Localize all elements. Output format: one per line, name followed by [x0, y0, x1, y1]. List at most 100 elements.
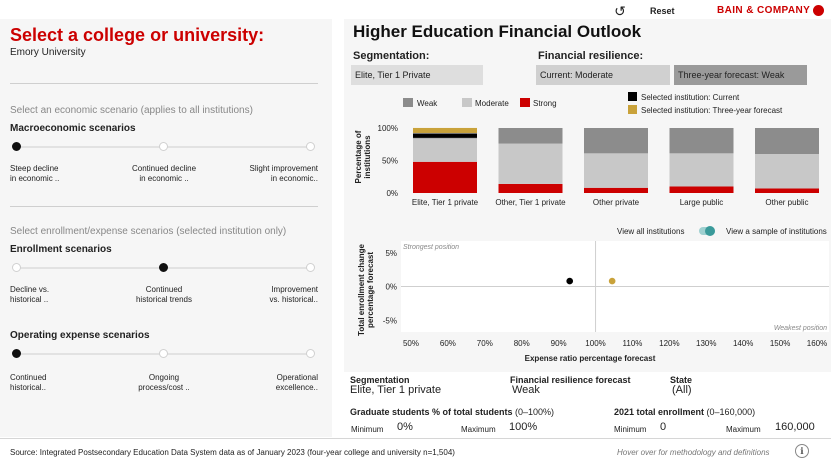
- scatter-y-tick-0: 0%: [385, 283, 397, 292]
- segmentation-label: Segmentation:: [353, 50, 430, 62]
- enrollment-slider-stop-1[interactable]: [12, 263, 21, 272]
- legend-swatch-moderate: [462, 98, 472, 107]
- current-resilience-box: Current: Moderate: [536, 65, 670, 85]
- brand-name: BAIN & COMPANY: [717, 5, 811, 16]
- toggle-knob[interactable]: [705, 226, 715, 236]
- legend-label-selected-current: Selected institution: Current: [641, 93, 740, 102]
- bar-other-private-moderate[interactable]: [584, 153, 648, 188]
- refresh-icon: ↺: [614, 2, 626, 19]
- scatter-y-axis-title-line1: Total enrollment change: [357, 244, 366, 336]
- reset-button[interactable]: ↺ Reset: [612, 2, 674, 19]
- scatter-x-tick-150: 150%: [770, 339, 790, 348]
- bar-large-public-moderate[interactable]: [669, 153, 734, 187]
- expense-option-label-2: Ongoing process/cost ..: [138, 373, 190, 392]
- bar-other-public-strong[interactable]: [755, 188, 819, 193]
- macro-option-label-2: Continued decline in economic ..: [131, 164, 197, 183]
- bar-y-axis-title-line2: institutions: [363, 135, 372, 179]
- scatter-x-tick-120: 120%: [659, 339, 679, 348]
- enrollment-min-value[interactable]: 0: [660, 421, 667, 433]
- bar-x-label-other-public: Other public: [765, 198, 808, 207]
- info-resilience-heading: Financial resilience forecast: [510, 375, 631, 385]
- scatter-y-tick-5: -5%: [383, 316, 397, 325]
- legend-swatch-weak: [403, 98, 413, 107]
- segmentation-value-box: Elite, Tier 1 Private: [351, 65, 483, 85]
- bar-other-tier-1-private-weak[interactable]: [498, 128, 563, 144]
- enrollment-slider-stop-3[interactable]: [306, 263, 315, 272]
- info-resilience-value: Weak: [512, 384, 540, 396]
- scatter-x-tick-50: 50%: [403, 339, 419, 348]
- scatter-x-tick-160: 160%: [807, 339, 827, 348]
- financial-resilience-label: Financial resilience:: [538, 50, 644, 62]
- enrollment-slider-stop-2[interactable]: [159, 263, 168, 272]
- enrollment-max-value[interactable]: 160,000: [775, 421, 815, 433]
- graduate-min-value[interactable]: 0%: [397, 421, 413, 433]
- scatter-x-tick-70: 70%: [477, 339, 493, 348]
- scatter-point-current[interactable]: [566, 277, 574, 285]
- bar-elite-tier-1-private-weak[interactable]: [413, 128, 477, 139]
- bar-other-private-strong[interactable]: [584, 187, 648, 193]
- scatter-x-tick-110: 110%: [623, 339, 643, 348]
- macro-option-label-3: Slight improvement in economic..: [249, 164, 318, 183]
- scatter-point-forecast[interactable]: [608, 277, 616, 285]
- bar-y-tick-0: 0%: [386, 189, 398, 198]
- view-toggle-switch[interactable]: [699, 226, 715, 236]
- enrollment-option-label-2: Continued historical trends: [135, 285, 193, 304]
- info-icon[interactable]: ℹ: [795, 444, 809, 458]
- bar-other-public-weak[interactable]: [755, 128, 819, 154]
- enrollment-max-label: Maximum: [726, 425, 761, 434]
- bar-y-tick-100: 100%: [378, 124, 398, 133]
- view-sample-label[interactable]: View a sample of institutions: [726, 227, 827, 236]
- graduate-max-label: Maximum: [461, 425, 496, 434]
- select-institution-title: Select a college or university:: [10, 25, 265, 45]
- scatter-x-tick-100: 100%: [585, 339, 605, 348]
- scenario-panel: [0, 19, 332, 437]
- macro-slider-stop-1[interactable]: [12, 142, 21, 151]
- view-all-label[interactable]: View all institutions: [617, 227, 684, 236]
- bar-y-tick-50: 50%: [382, 157, 398, 166]
- bar-x-label-other-tier-1-private: Other, Tier 1 private: [495, 198, 566, 207]
- footer-divider: [0, 438, 831, 439]
- methodology-hover-note: Hover over for methodology and definitio…: [617, 448, 770, 457]
- bar-other-tier-1-private-strong[interactable]: [498, 183, 563, 193]
- scatter-x-tick-60: 60%: [440, 339, 456, 348]
- expense-slider-stop-1[interactable]: [12, 349, 21, 358]
- divider: [10, 83, 318, 84]
- bar-other-tier-1-private-moderate[interactable]: [498, 143, 563, 184]
- enrollment-option-label-3: Improvement vs. historical..: [269, 285, 318, 304]
- macro-slider-stop-3[interactable]: [306, 142, 315, 151]
- bar-other-public-moderate[interactable]: [755, 154, 819, 189]
- expense-slider-stop-2[interactable]: [159, 349, 168, 358]
- brand-logo: BAIN & COMPANY: [717, 5, 825, 16]
- scatter-x-tick-80: 80%: [514, 339, 530, 348]
- legend-swatch-selected-forecast: [628, 105, 637, 114]
- total-enrollment-filter-heading: 2021 total enrollment (0–160,000): [614, 407, 756, 417]
- enrollment-scenarios-heading: Enrollment scenarios: [10, 244, 112, 255]
- expense-slider-stop-3[interactable]: [306, 349, 315, 358]
- econ-scenario-prompt: Select an economic scenario (applies to …: [10, 105, 253, 116]
- bar-large-public-weak[interactable]: [669, 128, 734, 154]
- bar-large-public-strong[interactable]: [669, 186, 734, 194]
- graduate-min-label: Minimum: [351, 425, 384, 434]
- selected-forecast-marker: [413, 127, 477, 133]
- graduate-max-value[interactable]: 100%: [509, 421, 538, 433]
- bar-other-private-weak[interactable]: [584, 128, 648, 154]
- macro-scenarios-heading: Macroeconomic scenarios: [10, 123, 136, 134]
- bar-elite-tier-1-private-moderate[interactable]: [413, 138, 477, 162]
- legend-label-moderate: Moderate: [475, 99, 509, 108]
- macro-option-label-1: Steep decline in economic ..: [10, 164, 60, 183]
- legend-label-weak: Weak: [417, 99, 438, 108]
- source-note: Source: Integrated Postsecondary Educati…: [10, 448, 455, 457]
- legend-swatch-strong: [520, 98, 530, 107]
- resilience-bar-chart: Weak Moderate Strong Selected institutio…: [354, 92, 819, 207]
- strongest-position-annotation: Strongest position: [403, 244, 459, 251]
- bar-legend: Weak Moderate Strong Selected institutio…: [403, 92, 783, 115]
- enrollment-min-label: Minimum: [614, 425, 647, 434]
- institution-selector[interactable]: Emory University: [10, 47, 86, 58]
- scatter-x-axis-title: Expense ratio percentage forecast: [525, 354, 656, 363]
- state-filter-value[interactable]: (All): [672, 384, 692, 396]
- info-segmentation-heading: Segmentation: [350, 375, 410, 385]
- bar-elite-tier-1-private-strong[interactable]: [413, 161, 477, 193]
- macro-slider-stop-2[interactable]: [159, 142, 168, 151]
- scatter-x-tick-90: 90%: [551, 339, 567, 348]
- expense-option-label-1: Continued historical..: [10, 373, 47, 392]
